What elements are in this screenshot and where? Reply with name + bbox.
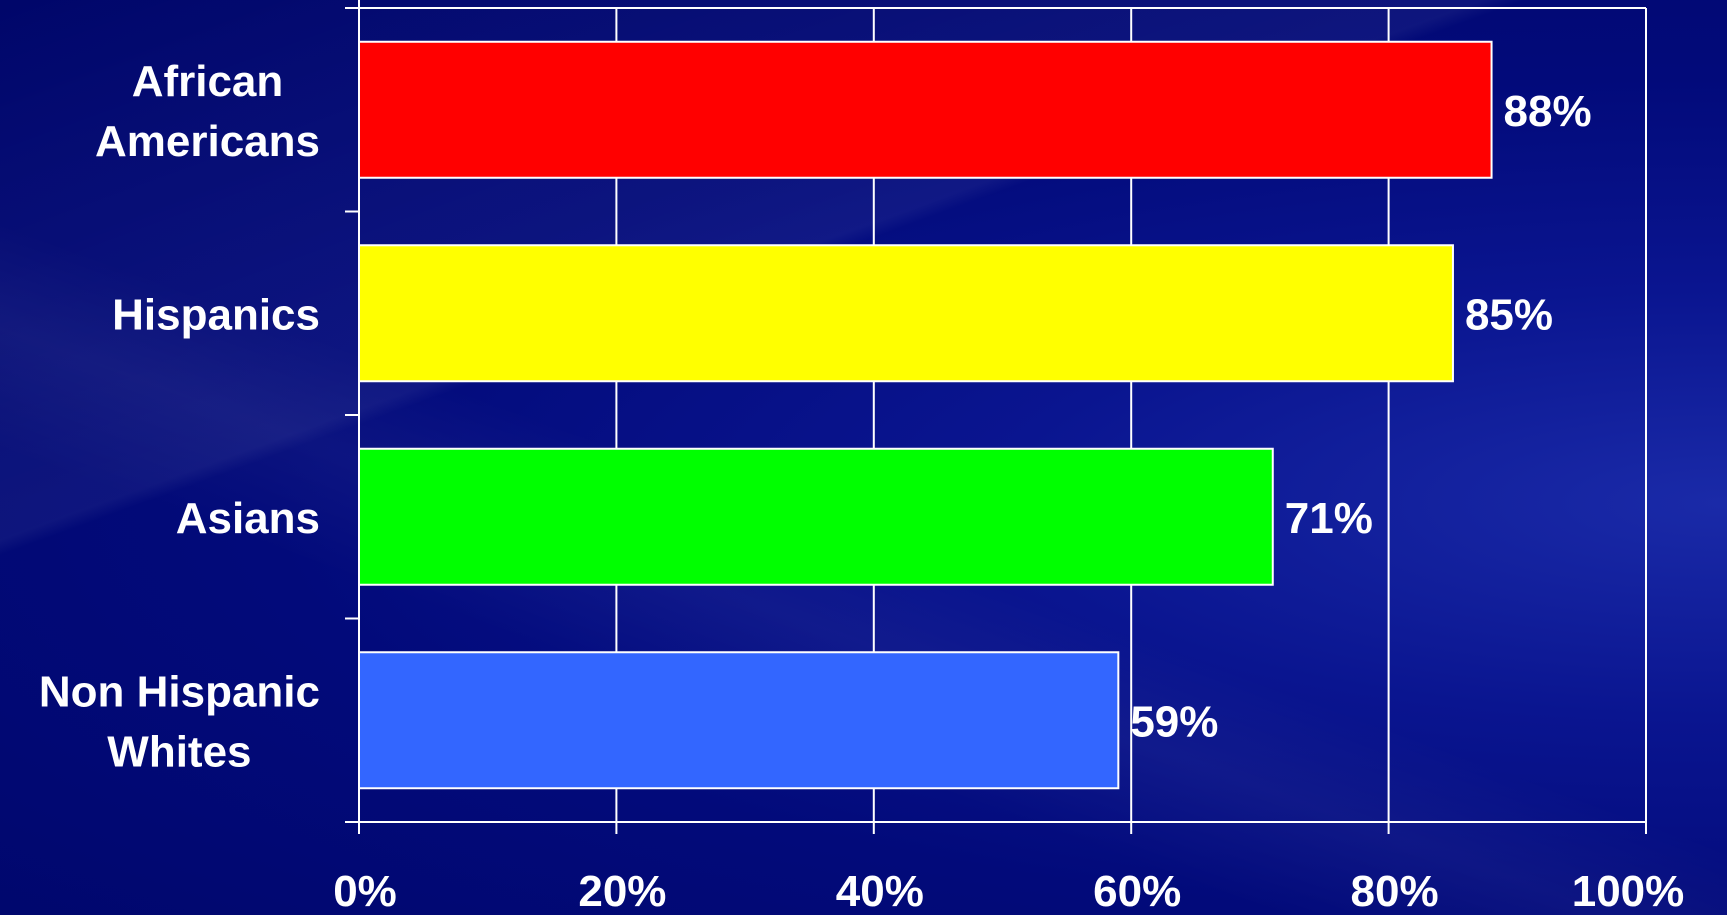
bar-african-americans [358,40,1493,179]
bar-asians [358,447,1274,586]
x-tick-label-40: 40% [836,867,924,915]
bar-hispanics [358,244,1454,383]
category-label-non-hispanic-whites-line-1: Whites [107,727,251,776]
x-tick-label-0: 0% [333,867,397,915]
category-label-asians-line-0: Asians [176,494,320,543]
x-tick-label-60: 60% [1093,867,1181,915]
category-label-hispanics-line-0: Hispanics [112,290,320,339]
x-tick-label-20: 20% [578,867,666,915]
category-label-african-americans-line-0: African [132,57,284,106]
x-tick-label-80: 80% [1351,867,1439,915]
x-tick-label-100: 100% [1572,867,1685,915]
value-label-hispanics: 85% [1465,290,1553,339]
value-label-non-hispanic-whites: 59% [1130,697,1218,746]
category-label-african-americans-line-1: Americans [95,117,320,166]
bar-non-hispanic-whites [358,651,1120,790]
value-label-asians: 71% [1285,494,1373,543]
value-label-african-americans: 88% [1504,87,1592,136]
category-label-non-hispanic-whites-line-0: Non Hispanic [39,667,320,716]
